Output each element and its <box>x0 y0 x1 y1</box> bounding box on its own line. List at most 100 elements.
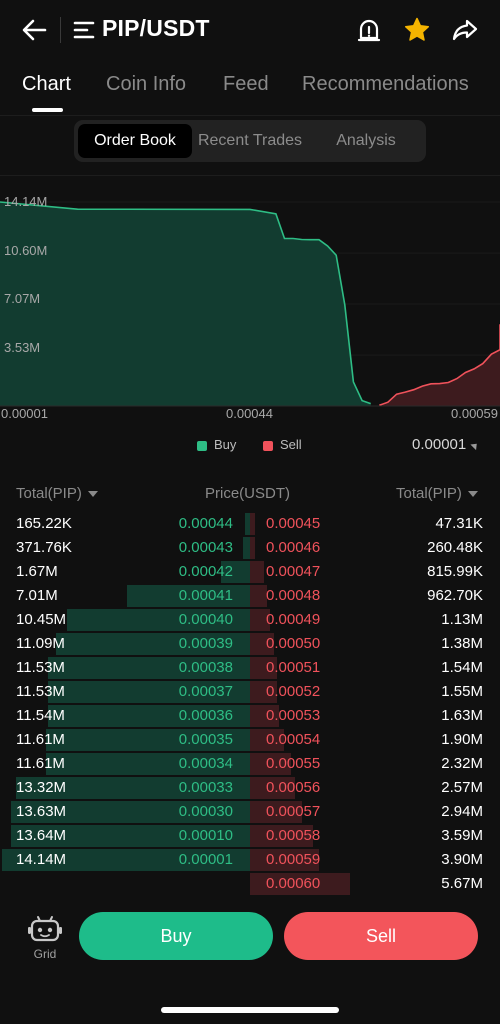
sell-button[interactable]: Sell <box>284 912 478 960</box>
bid-depth-bar <box>220 561 250 583</box>
bid-total: 13.64M <box>16 827 67 844</box>
buy-depth-area <box>0 202 371 406</box>
ask-price[interactable]: 0.00058 <box>266 827 321 844</box>
price-alert-icon[interactable] <box>356 16 382 44</box>
bid-price[interactable]: 0.00042 <box>178 563 233 580</box>
bid-price[interactable]: 0.00035 <box>178 731 233 748</box>
ask-depth-bar <box>250 825 314 847</box>
ask-depth-bar <box>250 873 350 895</box>
ask-price[interactable]: 0.00056 <box>266 779 321 796</box>
ask-price[interactable]: 0.00059 <box>266 851 321 868</box>
ask-depth-bar <box>250 633 275 655</box>
caret-icon <box>470 440 480 450</box>
ask-price[interactable]: 0.00046 <box>266 539 321 556</box>
order-book-row: 7.01M 0.00041 0.00048 962.70K <box>0 584 500 608</box>
tab-feed[interactable]: Feed <box>223 73 269 95</box>
ask-total: 815.99K <box>427 563 483 580</box>
ask-price[interactable]: 0.00054 <box>266 731 321 748</box>
star-icon[interactable] <box>403 16 431 44</box>
ask-total-header[interactable]: Total(PIP) <box>396 485 478 502</box>
bid-price[interactable]: 0.00037 <box>178 683 233 700</box>
bid-total: 11.54M <box>16 707 65 724</box>
ask-depth-bar <box>250 729 284 751</box>
ask-depth-bar <box>250 801 302 823</box>
order-book: 165.22K 0.00044 0.00045 47.31K 371.76K 0.0004… <box>0 512 500 896</box>
ask-price[interactable]: 0.00045 <box>266 515 321 532</box>
bid-price[interactable]: 0.00044 <box>178 515 233 532</box>
header-divider <box>60 17 61 43</box>
ask-price[interactable]: 0.00051 <box>266 659 321 676</box>
segment-recent-trades[interactable]: Recent Trades <box>197 132 303 149</box>
menu-lines-icon[interactable] <box>73 20 97 40</box>
ask-total: 1.38M <box>441 635 483 652</box>
order-book-row: 13.63M 0.00030 0.00057 2.94M <box>0 800 500 824</box>
bid-depth-bar <box>46 729 250 751</box>
ask-price[interactable]: 0.00052 <box>266 683 321 700</box>
segment-analysis[interactable]: Analysis <box>336 132 396 149</box>
ask-price[interactable]: 0.00053 <box>266 707 321 724</box>
order-book-row: 11.54M 0.00036 0.00053 1.63M <box>0 704 500 728</box>
buy-button[interactable]: Buy <box>79 912 273 960</box>
arrow-left-icon[interactable] <box>20 16 50 44</box>
bid-price[interactable]: 0.00036 <box>178 707 233 724</box>
bid-depth-bar <box>10 801 250 823</box>
ask-depth-bar <box>250 777 296 799</box>
bid-depth-bar <box>55 633 250 655</box>
tab-recommendations[interactable]: Recommendations <box>302 73 469 95</box>
ask-price[interactable]: 0.00060 <box>266 875 321 892</box>
price-step-select[interactable]: 0.00001 <box>412 436 480 453</box>
tabs-divider <box>0 115 500 116</box>
tab-chart[interactable]: Chart <box>22 73 71 95</box>
bid-total-header[interactable]: Total(PIP) <box>16 485 98 502</box>
order-book-row: 13.64M 0.00010 0.00058 3.59M <box>0 824 500 848</box>
ask-price[interactable]: 0.00055 <box>266 755 321 772</box>
share-icon[interactable] <box>451 17 479 43</box>
ask-price[interactable]: 0.00049 <box>266 611 321 628</box>
ask-depth-bar <box>250 585 267 607</box>
ask-total: 1.55M <box>441 683 483 700</box>
y-tick-label: 10.60M <box>4 243 48 258</box>
ask-total-header-label: Total(PIP) <box>396 485 462 502</box>
ask-price[interactable]: 0.00048 <box>266 587 321 604</box>
bid-price[interactable]: 0.00034 <box>178 755 233 772</box>
bid-depth-bar <box>16 777 250 799</box>
ask-total: 1.54M <box>441 659 483 676</box>
bid-price[interactable]: 0.00010 <box>178 827 233 844</box>
bid-depth-bar <box>2 849 250 871</box>
bid-total: 11.61M <box>16 731 65 748</box>
bid-price[interactable]: 0.00039 <box>178 635 233 652</box>
ask-price[interactable]: 0.00057 <box>266 803 321 820</box>
ask-total: 3.59M <box>441 827 483 844</box>
main-tabs: Chart Coin Info Feed Recommendations <box>0 70 500 114</box>
ask-price[interactable]: 0.00050 <box>266 635 321 652</box>
bid-price[interactable]: 0.00040 <box>178 611 233 628</box>
order-book-row: 1.67M 0.00042 0.00047 815.99K <box>0 560 500 584</box>
x-tick-label: 0.00001 <box>1 406 48 421</box>
segment-order-book[interactable]: Order Book <box>78 124 192 158</box>
bid-depth-bar <box>126 585 250 607</box>
bid-total: 13.63M <box>16 803 67 820</box>
ask-price[interactable]: 0.00047 <box>266 563 321 580</box>
pair-title[interactable]: PIP/USDT <box>102 15 210 41</box>
order-book-row: 11.53M 0.00038 0.00051 1.54M <box>0 656 500 680</box>
bid-price[interactable]: 0.00001 <box>178 851 233 868</box>
bid-depth-bar <box>10 825 250 847</box>
bid-price[interactable]: 0.00043 <box>178 539 233 556</box>
grid-button[interactable]: Grid <box>26 914 64 966</box>
ask-total: 5.67M <box>441 875 483 892</box>
ask-depth-bar <box>250 705 279 727</box>
bid-depth-bar <box>66 609 250 631</box>
y-tick-label: 3.53M <box>4 340 41 355</box>
bid-depth-bar <box>46 753 250 775</box>
bid-total: 7.01M <box>16 587 58 604</box>
bid-price[interactable]: 0.00033 <box>178 779 233 796</box>
bid-price[interactable]: 0.00030 <box>178 803 233 820</box>
ask-total: 1.13M <box>441 611 483 628</box>
order-book-row: 11.09M 0.00039 0.00050 1.38M <box>0 632 500 656</box>
bid-total: 11.53M <box>16 683 65 700</box>
ask-total: 1.63M <box>441 707 483 724</box>
tab-coin-info[interactable]: Coin Info <box>106 73 187 95</box>
bid-price[interactable]: 0.00038 <box>178 659 233 676</box>
ask-total: 2.57M <box>441 779 483 796</box>
bid-price[interactable]: 0.00041 <box>178 587 233 604</box>
